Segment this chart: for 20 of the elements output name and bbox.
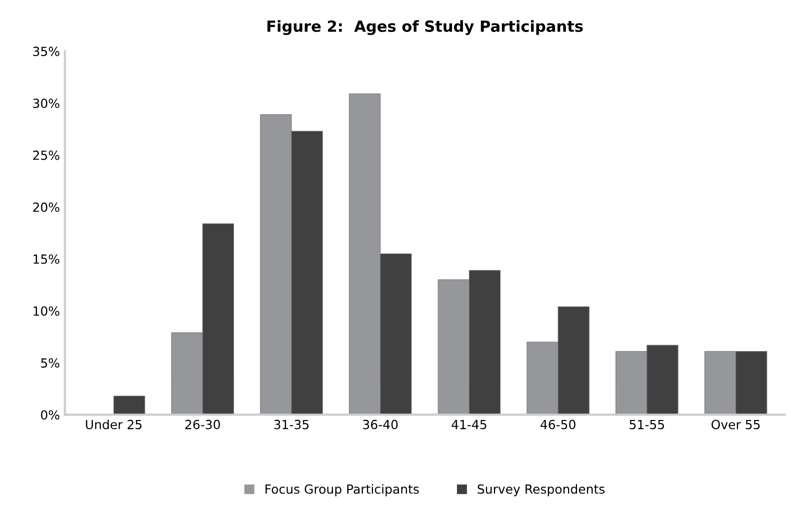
legend-label: Survey Respondents (478, 484, 605, 496)
x-tick-label: Over 55 (712, 420, 760, 430)
x-tick-label: 36-40 (363, 420, 398, 430)
y-tick-label: 5% (41, 358, 60, 368)
chart-title: Figure 2: Ages of Study Participants (267, 20, 583, 36)
legend-label: Focus Group Participants (266, 484, 419, 496)
y-tick-label: 15% (34, 254, 60, 264)
y-tick-label: 30% (33, 98, 60, 108)
x-tick-label: Under 25 (86, 420, 142, 430)
y-tick-label: 10% (34, 306, 60, 316)
y-tick-label: 35% (33, 46, 60, 56)
x-tick-label: 46-50 (540, 420, 576, 430)
y-tick-label: 25% (33, 150, 60, 160)
x-tick-label: 26-30 (185, 420, 220, 430)
bar (113, 396, 146, 415)
x-tick-label: 41-45 (452, 420, 486, 430)
x-tick-label: 51-55 (630, 420, 664, 430)
y-tick-label: 20% (33, 202, 60, 212)
y-tick-label: 0% (40, 410, 60, 420)
x-tick-label: 31-35 (274, 420, 309, 430)
